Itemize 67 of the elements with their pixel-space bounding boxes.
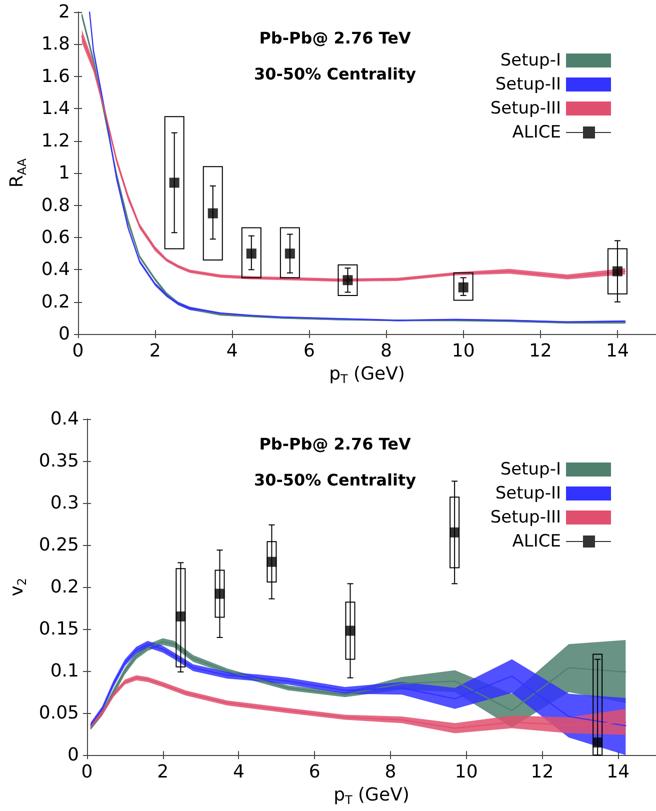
point [208,208,218,218]
point [284,248,295,259]
bar [453,272,474,301]
point [169,178,180,188]
x-tick-label: 2 [157,762,169,783]
x-tick-label: 10 [452,340,475,362]
x-tick-label: 2 [149,340,161,362]
x-tick-label: 6 [303,340,315,362]
y-tick-label: 1 [58,162,70,184]
y-tick-label: 0.6 [41,226,70,248]
x-tick-label: 12 [528,340,552,362]
x-tick-label: 12 [530,762,554,783]
y-tick-label: 0.4 [41,259,70,280]
y-tick-label: 0.8 [41,194,70,216]
annotation: 30-50% Centrality [254,470,417,490]
legend-label: Setup-III [490,98,561,118]
y-tick-label: 0.2 [41,291,70,312]
annotation: Pb-Pb@ 2.76 TeV [259,28,412,48]
x-tick-label: 8 [380,340,392,362]
bar [241,227,262,278]
bar [164,116,184,250]
x-tick-label: 4 [232,762,244,783]
point [246,248,256,259]
y-axis-title: RAA [6,158,29,188]
y-tick-label: 0.05 [38,702,79,724]
y-tick-label: 0.1 [50,660,79,682]
legend-label: ALICE [512,532,561,552]
legend-label: Setup-III [490,508,561,528]
point [266,556,277,567]
y-tick-label: 0 [58,324,70,345]
legend-label: Setup-I [500,460,561,480]
point [592,737,603,748]
y-tick-label: 0.3 [50,492,79,514]
annotation: Pb-Pb@ 2.76 TeV [259,434,412,454]
legend-label: ALICE [512,122,561,142]
y-tick-label: 0 [68,744,79,766]
legend-label: Setup-II [495,74,561,94]
x-tick-label: 0 [81,762,93,783]
y-tick-label: 1.6 [41,66,70,87]
y-axis-title: v2 [6,578,29,596]
bar [202,166,223,261]
bar [338,264,358,296]
bar [280,227,300,278]
y-tick-label: 1.8 [41,34,70,55]
point [214,588,225,599]
point [450,527,460,538]
x-tick-label: 8 [384,762,396,783]
x-tick-label: 6 [308,762,320,783]
bar [592,654,603,756]
x-tick-label: 14 [606,762,630,783]
legend-label: Setup-II [495,484,561,504]
point [345,626,356,636]
y-tick-label: 0.25 [38,534,79,556]
annotation: 30-50% Centrality [254,64,417,84]
point [612,266,622,276]
y-tick-label: 0.2 [50,576,79,598]
legend-label: Setup-I [500,50,561,70]
x-tick-label: 14 [606,340,629,362]
point [176,611,186,622]
y-tick-label: 0.4 [50,408,79,430]
y-tick-label: 0.15 [38,618,79,640]
y-tick-label: 1.2 [41,130,70,152]
x-tick-label: 4 [226,340,238,362]
y-tick-label: 0.35 [38,450,79,472]
x-tick-label: 10 [454,762,478,783]
y-tick-label: 1.4 [41,98,70,120]
y-tick-label: 2 [58,2,70,22]
